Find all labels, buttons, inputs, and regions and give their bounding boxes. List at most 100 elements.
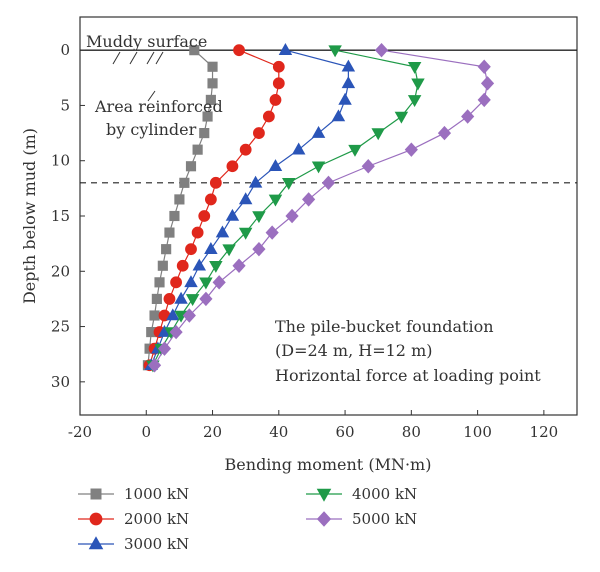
muddy-surface-label: Muddy surface [86, 32, 207, 51]
data-point [192, 258, 207, 271]
data-point [269, 94, 282, 106]
legend-label: 1000 kN [124, 485, 189, 503]
legend-marker [88, 536, 104, 550]
data-point [232, 258, 246, 273]
data-point [407, 61, 422, 74]
data-point [480, 76, 495, 91]
hatch-mark [146, 51, 155, 65]
data-point [174, 194, 185, 205]
data-point [204, 193, 217, 206]
data-point [291, 142, 306, 155]
data-point [253, 127, 265, 139]
legend-item: 1000 kN [78, 485, 189, 503]
data-point [170, 276, 182, 289]
loading-point-label: Horizontal force at loading point [275, 366, 541, 385]
data-point [174, 291, 188, 304]
by-cylinder-label: by cylinder [106, 120, 197, 139]
data-point [238, 192, 253, 205]
data-point [238, 227, 253, 240]
data-point [154, 277, 165, 288]
data-point [225, 208, 240, 221]
mud-hatch-marks [112, 51, 164, 102]
data-point [348, 144, 362, 157]
data-point [311, 161, 326, 174]
legend-label: 3000 kN [124, 535, 189, 553]
y-tick-label: 5 [60, 96, 70, 114]
data-point [411, 78, 425, 91]
series-4000-kn [146, 45, 425, 373]
series-1000-kn [142, 45, 218, 371]
data-point [278, 43, 293, 55]
x-tick-label: 20 [203, 423, 222, 441]
legend-item: 3000 kN [78, 535, 189, 553]
data-point [185, 161, 197, 172]
legend-label: 5000 kN [352, 510, 417, 528]
data-point [199, 128, 210, 139]
data-point [215, 225, 230, 238]
data-point [252, 211, 266, 224]
data-point [311, 125, 326, 138]
data-point [169, 324, 183, 340]
legend-marker [89, 512, 103, 526]
data-point [192, 144, 203, 155]
data-point [477, 92, 491, 108]
x-tick-label: 120 [530, 423, 559, 441]
legend: 1000 kN 2000 kN 3000 kN 4000 kN 5000 kN [78, 485, 417, 553]
data-point [272, 60, 285, 73]
data-point [477, 59, 491, 74]
data-point [209, 260, 223, 273]
data-point [147, 358, 162, 373]
x-tick-label: 100 [463, 423, 492, 441]
y-tick-label: 10 [51, 152, 70, 170]
x-tick-label: -20 [68, 423, 92, 441]
data-point [265, 225, 279, 240]
hatch-mark [155, 51, 164, 65]
data-point [176, 259, 189, 272]
data-point [272, 77, 285, 90]
data-point [204, 242, 218, 254]
data-point [341, 59, 356, 72]
data-point [207, 78, 218, 89]
data-point [321, 175, 336, 191]
data-point [163, 293, 176, 305]
data-point [209, 176, 222, 189]
data-point [191, 226, 204, 239]
data-point [461, 109, 475, 124]
data-point [185, 294, 200, 307]
data-point [239, 143, 252, 156]
y-tick-label: 30 [51, 373, 70, 391]
legend-marker [90, 488, 102, 500]
data-point [407, 95, 422, 108]
data-point [394, 111, 409, 124]
data-point [205, 94, 216, 105]
foundation-title-label: The pile-bucket foundation [275, 317, 494, 336]
x-axis-label: Bending moment (MN·m) [225, 455, 432, 474]
data-point [212, 275, 226, 290]
data-point [302, 192, 316, 207]
x-tick-label: 80 [402, 423, 421, 441]
data-point [285, 208, 299, 224]
y-tick-label: 0 [60, 41, 70, 59]
data-point [233, 44, 245, 57]
data-point [189, 45, 200, 56]
legend-item: 2000 kN [78, 510, 189, 528]
data-point [166, 308, 180, 321]
hatch-mark [147, 90, 156, 102]
y-tick-label: 25 [51, 318, 70, 336]
legend-marker [316, 511, 332, 527]
data-point [207, 61, 218, 72]
data-point [374, 42, 389, 58]
data-point [198, 210, 211, 222]
data-point [157, 341, 172, 356]
data-point [179, 177, 190, 188]
data-point [199, 291, 213, 307]
data-point [361, 159, 375, 174]
data-point [185, 243, 197, 256]
data-point [199, 277, 213, 290]
legend-item: 5000 kN [306, 510, 417, 528]
foundation-dimensions-label: (D=24 m, H=12 m) [275, 341, 432, 360]
data-point [184, 275, 198, 288]
data-point [149, 310, 160, 321]
series-3000-kn [144, 43, 356, 371]
